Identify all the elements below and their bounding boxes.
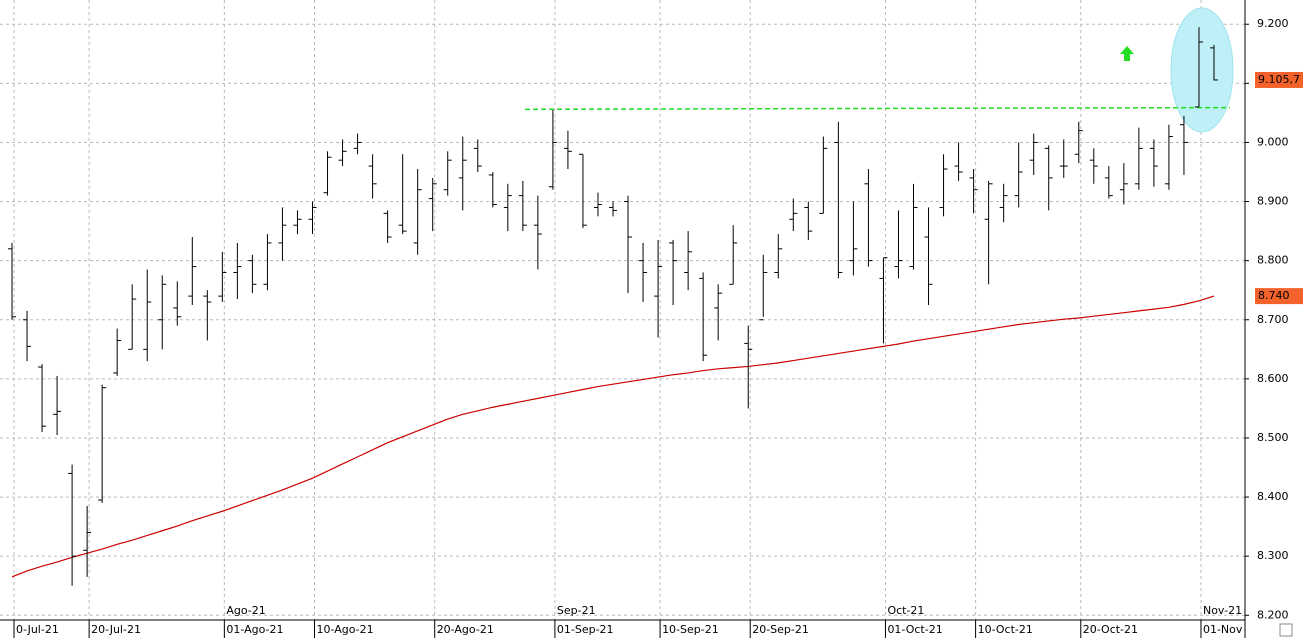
last-close-label: 9.105,7 (1258, 73, 1300, 86)
plot (8, 27, 1231, 586)
month-label: Sep-21 (557, 604, 596, 617)
last-close-box (1255, 71, 1303, 88)
x-tick-label: 20-Jul-21 (91, 623, 141, 636)
y-tick-label: 8.900 (1257, 195, 1289, 208)
resistance-line (524, 106, 1231, 111)
axes: 8.200 8.300 8.400 8.500 8.600 8.700 8.800 8.900… (13, 17, 1303, 638)
y-tick-label: 8.800 (1257, 254, 1289, 267)
x-tick-label: 20-Ago-21 (437, 623, 494, 636)
y-tick-label: 9.000 (1257, 135, 1289, 148)
ma-last-label: 8.740 (1258, 289, 1290, 302)
month-label: Ago-21 (226, 604, 265, 617)
x-tick-label: 01-Sep-21 (557, 623, 614, 636)
x-tick-label: 20-Oct-21 (1083, 623, 1138, 636)
x-tick-label: 10-Sep-21 (662, 623, 719, 636)
x-tick-label: 01-Oct-21 (887, 623, 942, 636)
ma-last-box (1255, 288, 1303, 305)
y-tick-label: 8.600 (1257, 372, 1289, 385)
x-tick-label: 10-Ago-21 (317, 623, 374, 636)
y-tick-label: 8.200 (1257, 608, 1289, 621)
y-tick-label: 8.400 (1257, 490, 1289, 503)
x-tick-label: 01-Nov (1203, 623, 1243, 636)
month-label: Oct-21 (887, 604, 924, 617)
moving-average (11, 295, 1215, 578)
x-tick-label: 0-Jul-21 (16, 623, 59, 636)
x-tick-label: 10-Oct-21 (978, 623, 1033, 636)
up-arrow (1120, 46, 1134, 61)
corner-icon (1279, 623, 1293, 637)
y-tick-label: 8.700 (1257, 313, 1289, 326)
grid (0, 0, 1245, 620)
y-tick-label: 9.200 (1257, 17, 1289, 30)
x-tick-label: 01-Ago-21 (226, 623, 283, 636)
month-label: Nov-21 (1203, 604, 1242, 617)
highlight-ellipse (1170, 7, 1234, 133)
y-tick-label: 8.300 (1257, 549, 1289, 562)
x-tick-label: 20-Sep-21 (752, 623, 809, 636)
y-tick-label: 8.500 (1257, 431, 1289, 444)
